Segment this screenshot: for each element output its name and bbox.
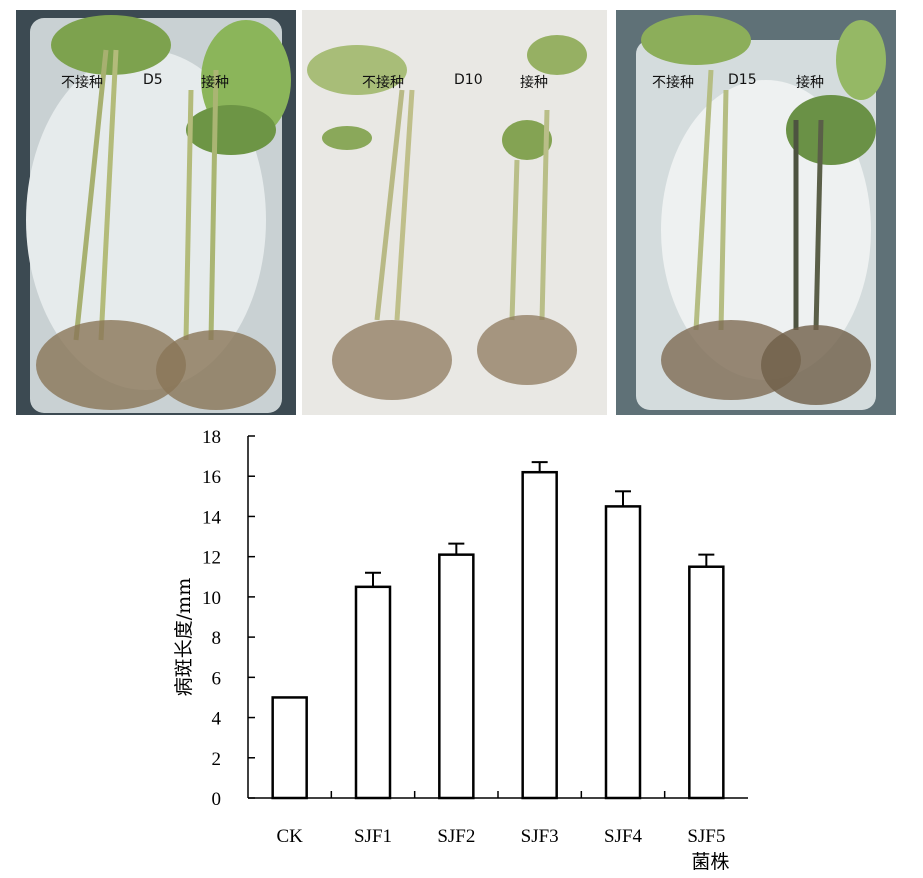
- photo-panel-d15: 不接种 D15 接种: [616, 10, 896, 415]
- bar: [354, 585, 392, 800]
- seedling-photo-d15: [616, 10, 896, 415]
- bar: [604, 505, 642, 800]
- y-tick-label: 6: [212, 668, 222, 689]
- x-tick-label: SJF3: [521, 826, 559, 847]
- bar: [271, 696, 308, 800]
- label-inoculated: 接种: [201, 75, 229, 91]
- label-inoculated: 接种: [520, 75, 548, 91]
- label-uninoculated: 不接种: [652, 75, 694, 91]
- photo-panel-d5: 不接种 D5 接种: [16, 10, 296, 415]
- y-tick-label: 18: [202, 427, 221, 448]
- y-tick-label: 16: [202, 467, 221, 488]
- photo-panel-d10: 不接种 D10 接种: [302, 10, 607, 415]
- x-tick-label: SJF4: [604, 826, 643, 847]
- seedling-photo-d5: [16, 10, 296, 415]
- label-day: D5: [143, 72, 163, 88]
- label-day: D15: [728, 72, 757, 88]
- y-tick-label: 0: [212, 789, 222, 810]
- seedling-photo-d10: [302, 10, 607, 415]
- lesion-length-bar-chart: 0 2 4 6 8 10 12 14 16 18 CK SJF1 SJF2 SJF3 SJF4 SJF5 病…: [173, 427, 748, 873]
- bar: [438, 553, 475, 800]
- label-uninoculated: 不接种: [61, 75, 103, 91]
- label-uninoculated: 不接种: [362, 75, 404, 91]
- y-tick-label: 12: [202, 548, 221, 569]
- y-tick-label: 8: [212, 628, 222, 649]
- y-tick-label: 2: [212, 749, 222, 770]
- x-tick-label: SJF1: [354, 826, 392, 847]
- x-tick-label: SJF5: [687, 826, 725, 847]
- y-axis-title: 病斑长度/mm: [173, 578, 195, 696]
- y-tick-label: 4: [212, 709, 222, 730]
- x-tick-label: SJF2: [437, 826, 475, 847]
- bar: [521, 470, 558, 800]
- label-day: D10: [454, 72, 483, 88]
- y-tick-label: 10: [202, 588, 221, 609]
- label-inoculated: 接种: [796, 75, 824, 91]
- x-tick-label: CK: [276, 826, 303, 847]
- bar: [688, 565, 725, 800]
- y-tick-label: 14: [202, 507, 222, 528]
- x-axis-title: 菌株: [691, 851, 729, 873]
